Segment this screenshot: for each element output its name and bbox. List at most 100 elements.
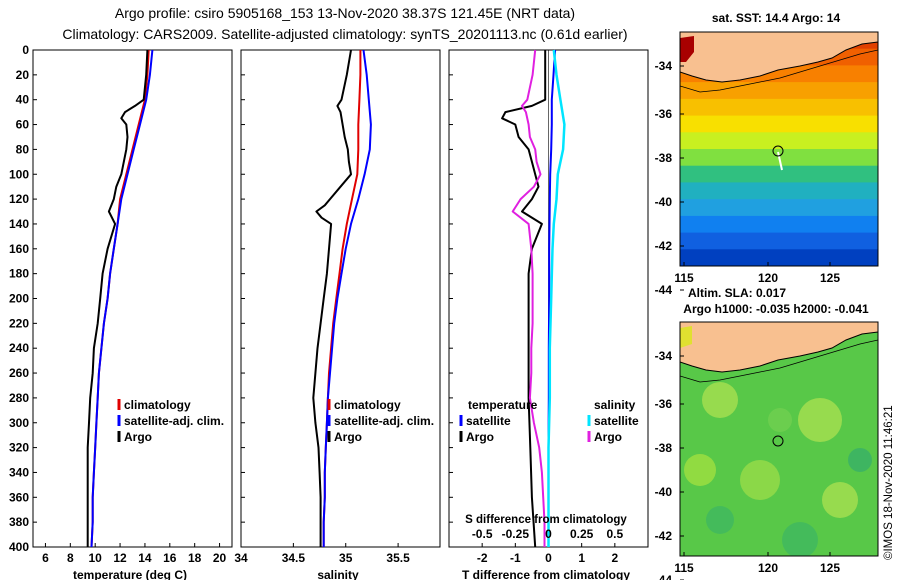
sla-anomaly-patch (684, 454, 716, 486)
sst-land-mass (680, 32, 878, 83)
legend-climatology-label: climatology (124, 398, 191, 412)
depth-tick-label: 160 (9, 242, 29, 256)
diff-temperature-argo-line (501, 50, 547, 548)
depth-tick-label: 180 (9, 267, 29, 281)
sst-colour-band (680, 132, 878, 150)
sst-map (680, 32, 878, 266)
sst-colour-band (680, 182, 878, 201)
sst-colour-band (680, 232, 878, 251)
sst-colour-band (680, 215, 878, 234)
salinity-xlabel: salinity (317, 568, 359, 580)
sla-anomaly-patch (782, 522, 818, 556)
temperature-satellite-line (90, 49, 154, 548)
salinity-tick-label: 34.5 (282, 551, 306, 565)
longitude-tick-label: 125 (820, 561, 840, 575)
salinity-tick-label: 35 (339, 551, 353, 565)
figure-title-line1: Argo profile: csiro 5905168_153 13-Nov-2… (115, 5, 575, 21)
depth-tick-label: 200 (9, 292, 29, 306)
legend-satellite-label: satellite-adj. clim. (124, 414, 224, 428)
legend-t-satellite-label: satellite (466, 414, 511, 428)
diff-salinity-argo-line (511, 49, 546, 547)
difference-legend: temperature satellite Argo salinity sate… (459, 398, 639, 444)
figure-title-line2: Climatology: CARS2009. Satellite-adjuste… (62, 26, 627, 42)
s-difference-tick-label: -0.5 (472, 527, 493, 541)
depth-tick-label: 40 (16, 93, 30, 107)
depth-tick-label: 260 (9, 366, 29, 380)
depth-tick-label: 100 (9, 167, 29, 181)
sst-colour-band (680, 249, 878, 266)
difference-tick-label: 2 (611, 551, 618, 565)
legend-temperature-title: temperature (468, 398, 538, 412)
latitude-tick-label: -36 (655, 397, 673, 411)
copyright-footer: ©IMOS 18-Nov-2020 11:46:21 (883, 405, 895, 560)
sst-isobath (680, 49, 878, 93)
legend-satellite-label: satellite-adj. clim. (334, 414, 434, 428)
sla-map-title-line1: Altim. SLA: 0.017 (688, 286, 786, 300)
temperature-xlabel: temperature (deg C) (73, 568, 187, 580)
sst-colour-band (680, 115, 878, 134)
sla-isobath (680, 339, 878, 383)
salinity-legend: climatology satellite-adj. clim. Argo (327, 398, 434, 444)
salinity-plot-frame (240, 49, 441, 548)
legend-argo-label: Argo (334, 430, 362, 444)
latitude-tick-label: -36 (655, 107, 673, 121)
legend-climatology-label: climatology (334, 398, 401, 412)
difference-tick-label: 1 (578, 551, 585, 565)
depth-tick-label: 240 (9, 341, 29, 355)
temperature-plot-frame (32, 49, 233, 548)
depth-tick-label: 20 (16, 68, 30, 82)
latitude-tick-label: -42 (655, 239, 673, 253)
s-difference-label: S difference from climatology (465, 514, 627, 526)
latitude-tick-label: -38 (655, 441, 673, 455)
salinity-x-axis: 34 34.5 35 35.5 (234, 543, 410, 565)
depth-tick-label: 400 (9, 540, 29, 554)
sst-colour-band (680, 199, 878, 217)
sla-anomaly-patch (848, 448, 872, 472)
depth-axis: 0 20 40 60 80 100 120 140 160 180 200 220 240 260 280 3… (9, 43, 453, 554)
depth-tick-label: 340 (9, 465, 29, 479)
sla-map (680, 322, 878, 556)
s-difference-tick-label: 0.25 (570, 527, 594, 541)
salinity-tick-label: 35.5 (386, 551, 410, 565)
temperature-tick-label: 20 (213, 551, 227, 565)
sla-anomaly-patch (702, 382, 738, 418)
longitude-tick-label: 120 (758, 271, 778, 285)
sst-colour-band (680, 98, 878, 117)
difference-series (501, 49, 566, 548)
depth-tick-label: 280 (9, 391, 29, 405)
depth-tick-label: 380 (9, 515, 29, 529)
sla-anomaly-patch (706, 506, 734, 534)
longitude-tick-label: 125 (820, 271, 840, 285)
sst-map-frame (679, 31, 879, 267)
legend-s-argo-label: Argo (594, 430, 622, 444)
depth-tick-label: 140 (9, 217, 29, 231)
salinity-argo-line (312, 49, 352, 547)
salinity-satellite-line (322, 49, 372, 547)
difference-tick-label: -2 (477, 551, 488, 565)
latitude-tick-label: -34 (655, 349, 673, 363)
sla-map-title-line2: Argo h1000: -0.035 h2000: -0.041 (683, 302, 869, 316)
temperature-tick-label: 8 (67, 551, 74, 565)
latitude-tick-label: -44 (655, 573, 673, 580)
sst-map-title: sat. SST: 14.4 Argo: 14 (712, 11, 841, 25)
depth-tick-label: 60 (16, 118, 30, 132)
sla-coastal-patch (680, 326, 692, 348)
longitude-tick-label: 115 (674, 561, 694, 575)
temperature-legend: climatology satellite-adj. clim. Argo (117, 398, 224, 444)
temperature-tick-label: 16 (163, 551, 177, 565)
salinity-series (312, 49, 372, 547)
s-difference-axis: -0.5 -0.25 0 0.25 0.5 (472, 527, 624, 541)
sla-anomaly-patch (768, 408, 792, 432)
longitude-tick-label: 115 (674, 271, 694, 285)
s-difference-tick-label: 0 (545, 527, 552, 541)
sla-argo-position-marker (772, 435, 784, 447)
s-difference-tick-label: -0.25 (502, 527, 530, 541)
legend-salinity-title: salinity (594, 398, 636, 412)
difference-tick-label: 0 (545, 551, 552, 565)
latitude-tick-label: -40 (655, 485, 673, 499)
latitude-tick-label: -38 (655, 151, 673, 165)
sla-anomaly-patch (740, 460, 780, 500)
sla-land-mass (680, 322, 878, 373)
